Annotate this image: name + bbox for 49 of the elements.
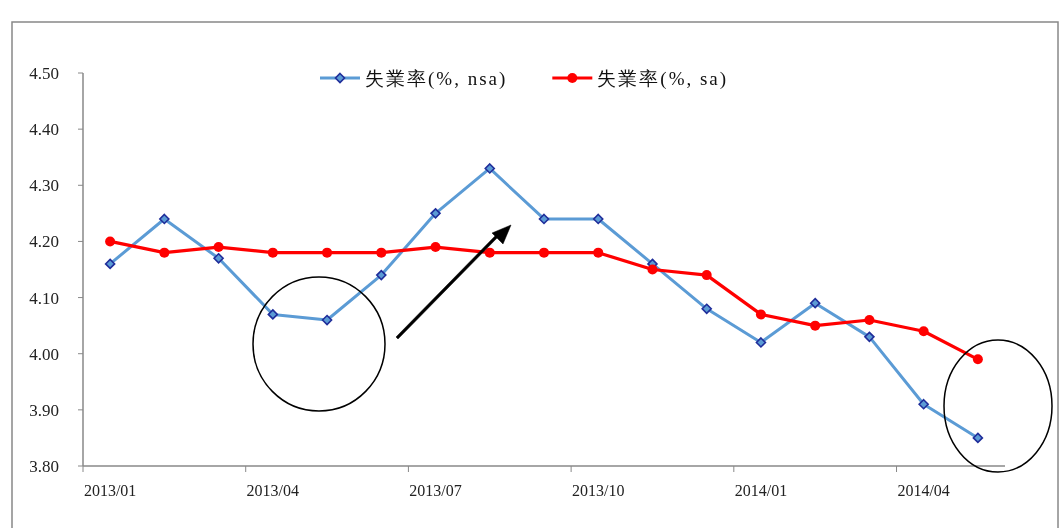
point: [539, 247, 549, 258]
point: [972, 432, 984, 444]
y-tick-label: 3.90: [29, 400, 59, 420]
point: [322, 247, 333, 258]
x-tick-label: 2014/01: [734, 482, 788, 499]
point: [809, 297, 821, 309]
point: [592, 213, 604, 225]
y-tick-label: 4.40: [29, 120, 59, 140]
point: [701, 270, 712, 281]
point: [755, 309, 766, 320]
point: [213, 252, 224, 264]
point: [864, 331, 875, 343]
y-tick-label: 4.30: [29, 176, 59, 196]
x-tick-label: 2013/01: [83, 482, 137, 499]
point: [430, 242, 441, 253]
point: [267, 247, 278, 258]
point: [701, 303, 713, 315]
point: [484, 247, 495, 258]
point: [104, 258, 116, 270]
point: [864, 315, 875, 326]
x-tick-label: 2013/10: [572, 482, 625, 499]
point: [755, 337, 767, 348]
x-tick-label: 2013/07: [409, 482, 462, 499]
y-tick-label: 4.20: [29, 232, 59, 252]
y-tick-label: 4.10: [29, 288, 59, 308]
point: [105, 236, 116, 247]
point: [430, 208, 441, 219]
point: [267, 309, 279, 320]
point: [918, 326, 929, 337]
x-tick-label: 2014/04: [897, 482, 950, 499]
point: [647, 264, 658, 275]
point: [213, 242, 224, 253]
point: [159, 213, 170, 225]
y-tick-label: 4.50: [29, 64, 59, 83]
y-tick-label: 4.00: [29, 344, 59, 364]
legend-label: 失業率(%, nsa): [365, 68, 508, 90]
point: [375, 269, 387, 281]
point: [484, 163, 496, 174]
y-tick-label: 3.80: [29, 457, 59, 476]
point: [376, 247, 387, 258]
point: [593, 247, 604, 258]
point: [538, 213, 550, 225]
point: [918, 398, 929, 410]
legend-label: 失業率(%, sa): [597, 68, 729, 90]
point: [159, 247, 170, 258]
point: [972, 354, 983, 365]
point: [810, 320, 821, 331]
x-tick-label: 2013/04: [246, 482, 300, 499]
point: [321, 314, 333, 326]
